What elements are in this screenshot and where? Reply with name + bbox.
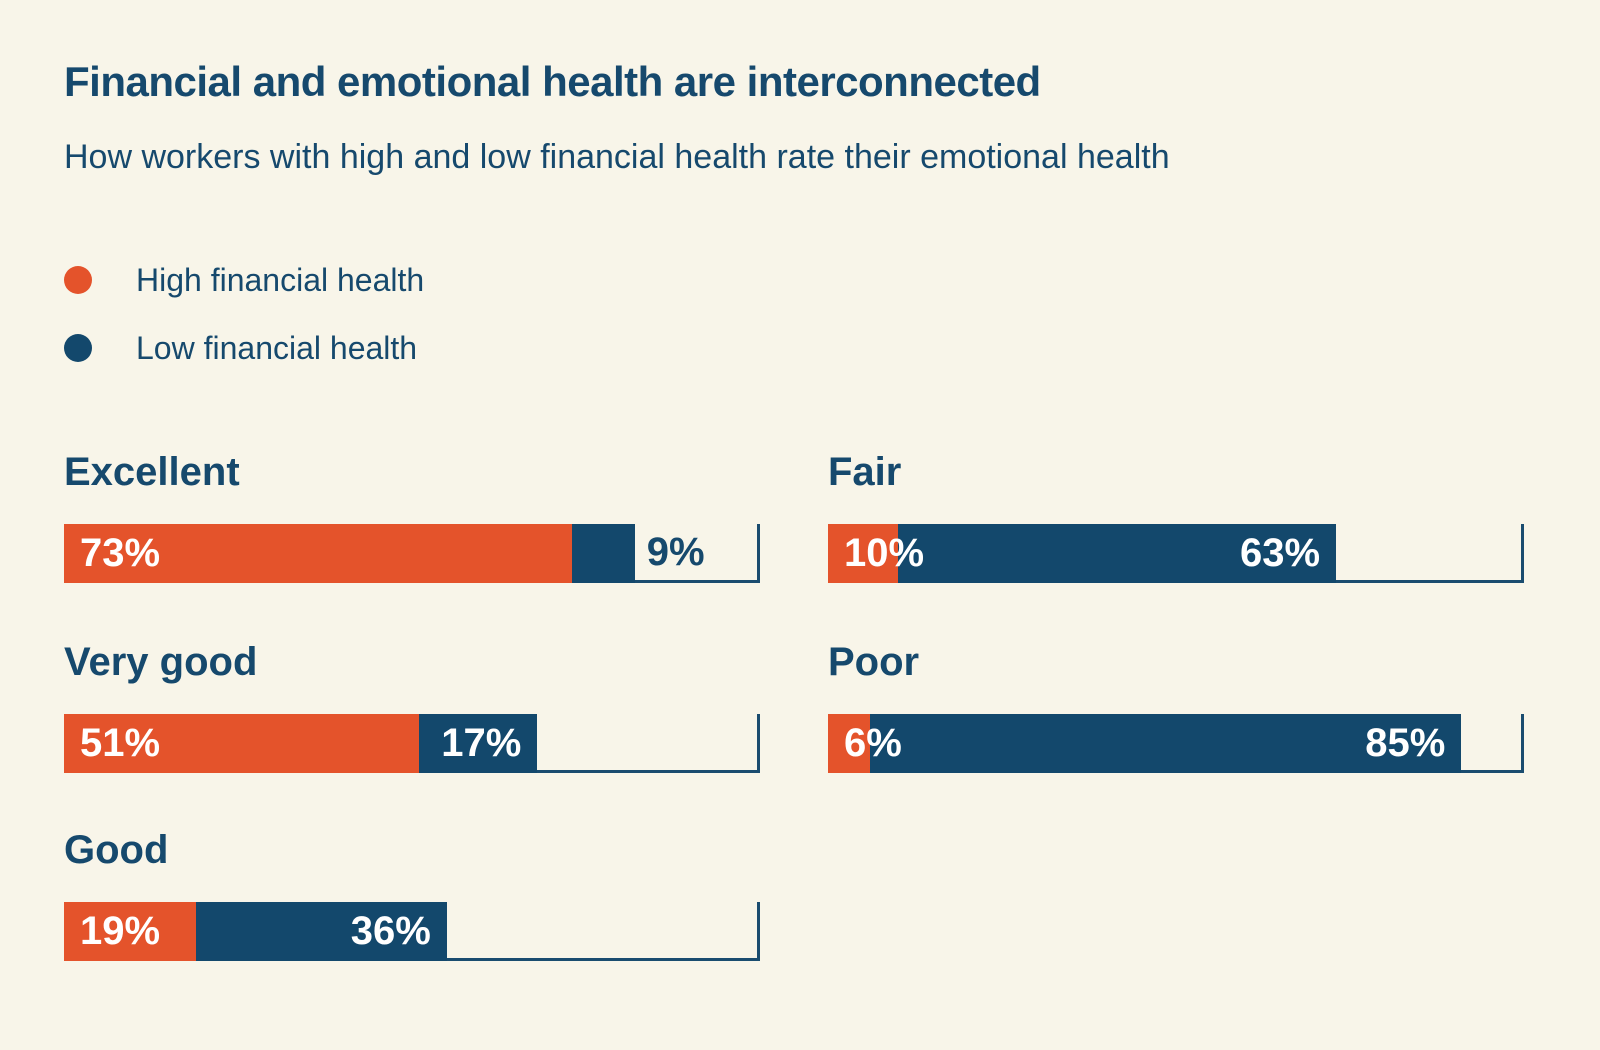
bar-group-fair: Fair 63% 10% <box>828 448 1524 583</box>
value-label-high: 6% <box>844 721 902 765</box>
bar-segment-low: 36% <box>196 902 447 961</box>
bar-group-good: Good 36% 19% <box>64 826 760 961</box>
category-label: Fair <box>828 450 902 494</box>
category-label: Very good <box>64 640 258 684</box>
axis-bracket <box>1461 714 1524 773</box>
legend: High financial health Low financial heal… <box>64 246 424 382</box>
axis-bracket <box>446 902 760 961</box>
bar-track: 9% 73% <box>64 524 760 583</box>
legend-dot-high-icon <box>64 266 92 294</box>
bar-track: 36% 19% <box>64 902 760 961</box>
bar-segment-low: 63% <box>897 524 1337 583</box>
bar-track: 85% 6% <box>828 714 1524 773</box>
chart-subtitle: How workers with high and low financial … <box>64 138 1170 176</box>
value-label-low: 63% <box>1240 531 1321 575</box>
axis-bracket: 9% <box>634 524 760 583</box>
bar-group-poor: Poor 85% 6% <box>828 638 1524 773</box>
bar-segment-high <box>64 714 419 773</box>
legend-label-high: High financial health <box>136 261 425 298</box>
legend-label-low: Low financial health <box>136 329 418 366</box>
value-label-low: 17% <box>441 721 522 765</box>
value-label-low: 85% <box>1365 721 1446 765</box>
axis-bracket <box>1336 524 1524 583</box>
value-label-low: 36% <box>350 909 431 953</box>
category-label: Poor <box>828 640 920 684</box>
bar-group-very-good: Very good 17% 51% <box>64 638 760 773</box>
legend-item-high: High financial health <box>64 246 424 314</box>
bar-track: 17% 51% <box>64 714 760 773</box>
bar-segment-low: 17% <box>418 714 538 773</box>
bar-track: 63% 10% <box>828 524 1524 583</box>
bar-group-excellent: Excellent 9% 73% <box>64 448 760 583</box>
bar-segment-high <box>828 714 870 773</box>
value-label-high: 51% <box>80 721 161 765</box>
chart-title: Financial and emotional health are inter… <box>64 58 1041 105</box>
bar-segment-high <box>64 524 573 583</box>
bar-segment-high <box>828 524 898 583</box>
value-label-low: 9% <box>646 529 705 574</box>
axis-bracket <box>537 714 760 773</box>
bar-segment-low <box>572 524 635 583</box>
legend-dot-low-icon <box>64 334 92 362</box>
value-label-high: 19% <box>80 909 161 953</box>
bar-segment-high <box>64 902 197 961</box>
legend-item-low: Low financial health <box>64 314 424 382</box>
value-label-high: 10% <box>844 531 925 575</box>
category-label: Excellent <box>64 450 240 494</box>
category-label: Good <box>64 828 169 872</box>
bar-segment-low: 85% <box>869 714 1462 773</box>
value-label-high: 73% <box>80 531 161 575</box>
